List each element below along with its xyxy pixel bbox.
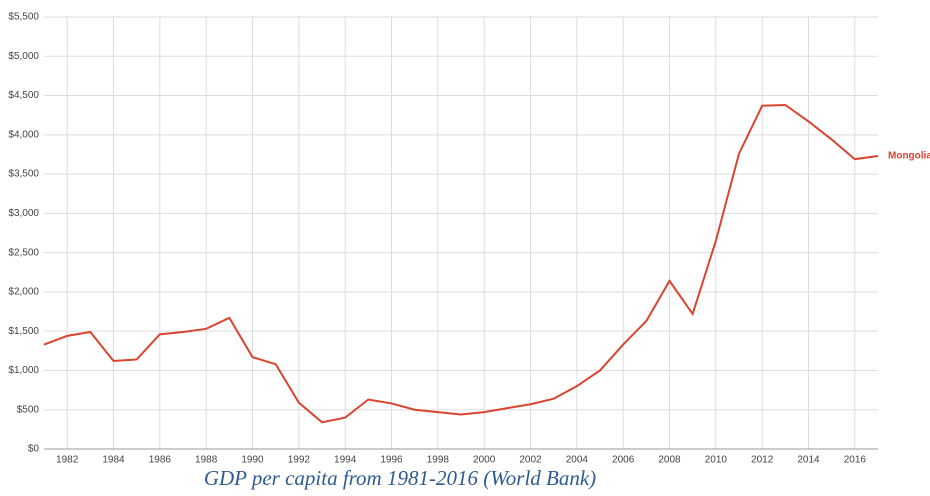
- x-tick-label: 2010: [705, 455, 728, 466]
- y-tick-label: $5,000: [8, 51, 39, 62]
- y-tick-label: $500: [17, 404, 40, 415]
- x-tick-label: 1990: [241, 455, 264, 466]
- x-tick-label: 2012: [751, 455, 774, 466]
- x-tick-label: 1998: [427, 455, 450, 466]
- x-tick-label: 2000: [473, 455, 496, 466]
- y-tick-label: $2,500: [8, 247, 39, 258]
- y-tick-label: $4,500: [8, 90, 39, 101]
- x-tick-label: 1988: [195, 455, 218, 466]
- caption: GDP per capita from 1981-2016 (World Ban…: [204, 466, 596, 490]
- y-tick-label: $3,000: [8, 208, 39, 219]
- x-tick-label: 2002: [519, 455, 542, 466]
- y-tick-label: $4,000: [8, 129, 39, 140]
- y-tick-label: $5,500: [8, 12, 39, 23]
- series-label: Mongolia: [888, 151, 930, 162]
- y-tick-label: $0: [28, 444, 40, 455]
- x-tick-label: 2008: [658, 455, 681, 466]
- x-tick-label: 1992: [288, 455, 311, 466]
- y-tick-label: $1,500: [8, 326, 39, 337]
- y-tick-label: $2,000: [8, 287, 39, 298]
- x-tick-label: 2014: [797, 455, 820, 466]
- x-tick-label: 1986: [149, 455, 172, 466]
- y-tick-label: $3,500: [8, 169, 39, 180]
- x-tick-label: 2004: [566, 455, 589, 466]
- x-tick-label: 1984: [102, 455, 125, 466]
- x-tick-label: 2006: [612, 455, 635, 466]
- x-tick-label: 1982: [56, 455, 79, 466]
- x-tick-label: 1996: [380, 455, 403, 466]
- line: [43, 103, 879, 424]
- y-tick-label: $1,000: [8, 365, 39, 376]
- x-tick-label: 2016: [844, 455, 867, 466]
- x-tick-label: 1994: [334, 455, 357, 466]
